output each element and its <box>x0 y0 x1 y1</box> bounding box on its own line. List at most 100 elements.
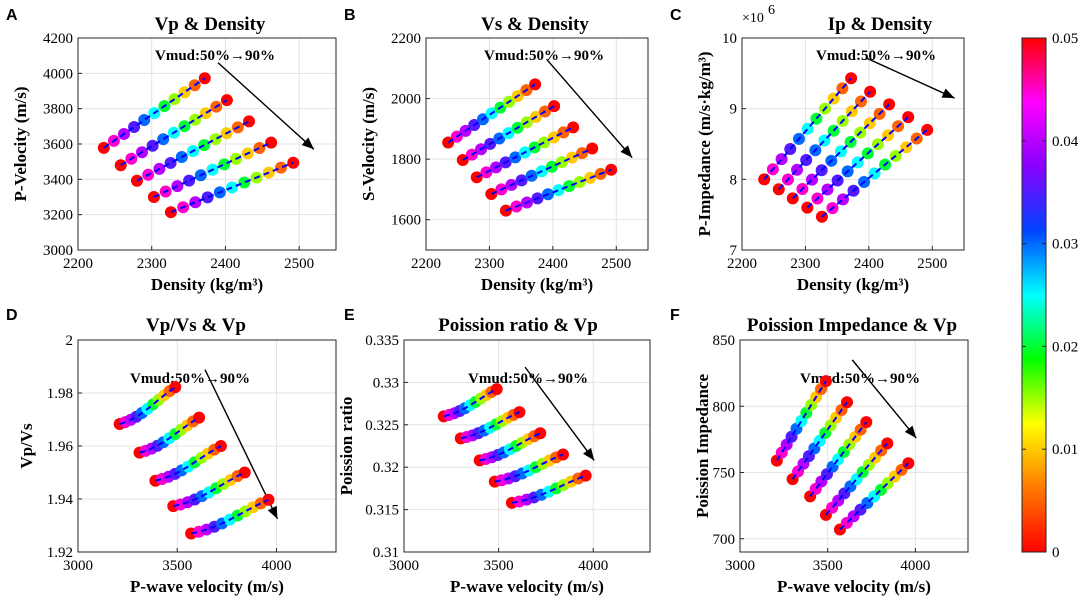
x-tick-label: 2500 <box>284 256 314 272</box>
data-point <box>128 121 141 134</box>
y-tick-label: 0.31 <box>373 545 399 561</box>
y-tick-label: 850 <box>713 333 736 349</box>
series-2 <box>456 100 561 167</box>
panel-e: 3000 3500 4000 0.31 0.315 0.32 0.325 0.33 0.335 E… <box>337 307 651 596</box>
x-tick-label: 2400 <box>210 256 240 272</box>
data-point <box>534 427 547 440</box>
y-axis-label: Poission ratio <box>337 397 356 496</box>
series-3 <box>473 427 547 467</box>
data-point <box>243 115 256 128</box>
data-point <box>189 196 202 209</box>
data-point <box>238 176 251 189</box>
data-point <box>563 180 576 193</box>
data-point <box>138 114 151 127</box>
y-tick-label: 10 <box>722 31 737 47</box>
series-4 <box>801 111 915 214</box>
panel-c: 2200 2300 2400 2500 7 8 9 10 C Ip & Density Densit… <box>670 3 965 294</box>
trend-line <box>825 442 889 516</box>
y-tick-label: 3000 <box>43 243 73 259</box>
data-point <box>573 176 586 189</box>
trend-line <box>155 445 222 482</box>
x-tick-label: 2200 <box>63 256 93 272</box>
y-tick-label: 1.94 <box>47 492 74 508</box>
annotation-arrow-head <box>301 137 314 150</box>
panel-title: Vp & Density <box>155 14 266 35</box>
trend-line <box>479 432 541 462</box>
panel-letter: C <box>670 7 682 24</box>
data-point <box>198 139 211 152</box>
series-5 <box>815 123 934 223</box>
data-point <box>557 126 570 139</box>
panel-d: 3000 3500 4000 1.92 1.94 1.96 1.98 2 D Vp/Vs & Vp… <box>6 307 337 596</box>
x-tick-label: 2500 <box>917 256 947 272</box>
trend-line <box>476 126 574 179</box>
x-tick-label: 2200 <box>411 256 441 272</box>
y-tick-label: 4000 <box>43 66 73 82</box>
data-point <box>253 142 266 155</box>
data-point <box>567 121 580 134</box>
trend-line <box>120 99 228 167</box>
trend-line <box>775 380 827 462</box>
data-point <box>201 191 214 204</box>
x-axis-label: P-wave velocity (m/s) <box>130 577 284 596</box>
trend-line <box>791 401 848 480</box>
x-tick-label: 2500 <box>601 256 631 272</box>
x-tick-label: 2300 <box>790 256 820 272</box>
annotation-arrow-head <box>941 88 955 99</box>
x-tick-label: 4000 <box>900 558 930 574</box>
axes-frame <box>403 339 651 553</box>
data-point <box>183 174 196 187</box>
x-tick-label: 4000 <box>578 558 608 574</box>
annotation-arrow-head <box>904 425 917 439</box>
exponent-power: 6 <box>768 3 775 18</box>
panel-a: 2200 2300 2400 2500 3000 3200 3400 3600 3800 4000… <box>6 7 337 294</box>
series-4 <box>488 448 569 488</box>
series-5 <box>833 457 915 536</box>
x-axis-label: Density (kg/m³) <box>151 275 263 294</box>
trend-line <box>136 120 250 182</box>
x-tick-label: 4000 <box>261 558 291 574</box>
trend-line <box>190 498 269 535</box>
y-tick-label: 1800 <box>391 152 421 168</box>
data-point <box>238 466 251 479</box>
colorbar-tick-label: 0.03 <box>1052 237 1078 253</box>
annotation-arrow-shaft <box>865 57 955 99</box>
y-axis-label: Poission Impedance <box>693 374 712 518</box>
x-axis-label: Density (kg/m³) <box>481 275 593 294</box>
y-tick-label: 0.32 <box>373 460 399 476</box>
data-point <box>576 147 589 160</box>
series-4 <box>485 142 599 200</box>
data-point <box>275 161 288 174</box>
y-axis-label: P-Velocity (m/s) <box>11 86 30 201</box>
colorbar-tick-label: 0.05 <box>1052 31 1078 47</box>
trend-line <box>839 462 910 531</box>
colorbar-gradient <box>1021 37 1047 553</box>
series-1 <box>97 72 211 154</box>
series-4 <box>167 466 251 513</box>
data-point <box>164 156 177 169</box>
series-2 <box>772 85 877 196</box>
axes-frame <box>741 37 965 251</box>
panel-letter: E <box>344 307 355 324</box>
data-point <box>552 184 565 197</box>
trend-line <box>462 105 555 161</box>
trend-line <box>490 147 593 195</box>
trend-line <box>170 161 294 214</box>
x-tick-label: 3500 <box>162 558 192 574</box>
data-point <box>193 411 206 424</box>
trend-line <box>806 116 909 209</box>
colorbar: 0 0.01 0.02 0.03 0.04 0.05 <box>1021 31 1079 561</box>
panel-title: Vs & Density <box>481 14 589 35</box>
annotation-arrow-shaft <box>545 58 633 159</box>
series-2 <box>454 406 526 445</box>
y-tick-label: 9 <box>730 102 738 118</box>
data-point <box>566 151 579 164</box>
series-1 <box>770 375 832 467</box>
y-axis-label: S-Velocity (m/s) <box>359 87 378 201</box>
trend-line <box>511 474 587 504</box>
trend-line <box>821 129 928 218</box>
axes-frame <box>739 339 969 553</box>
series-3 <box>149 440 227 487</box>
trend-line <box>460 411 520 440</box>
